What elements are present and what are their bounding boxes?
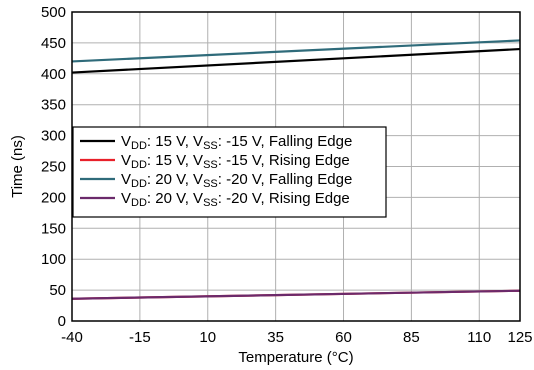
y-tick-label: 150 xyxy=(41,220,66,237)
legend-label: VDD: 15 V, VSS: -15 V, Falling Edge xyxy=(121,133,352,152)
legend: VDD: 15 V, VSS: -15 V, Falling EdgeVDD: … xyxy=(72,126,387,218)
x-tick-label: 125 xyxy=(507,329,532,346)
y-tick-label: 300 xyxy=(41,128,66,145)
y-tick-label: 450 xyxy=(41,35,66,52)
legend-box xyxy=(72,126,387,218)
legend-label: VDD: 20 V, VSS: -20 V, Rising Edge xyxy=(121,190,350,209)
x-tick-label: 10 xyxy=(199,329,216,346)
y-tick-label: 350 xyxy=(41,97,66,114)
y-tick-label: 250 xyxy=(41,159,66,176)
series-line-3 xyxy=(71,39,521,63)
x-tick-label: 60 xyxy=(335,329,352,346)
y-tick-label: 400 xyxy=(41,66,66,83)
y-tick-label: 50 xyxy=(49,282,66,299)
series-group xyxy=(71,39,521,300)
legend-label: VDD: 15 V, VSS: -15 V, Rising Edge xyxy=(121,152,350,171)
x-tick-label: 85 xyxy=(403,329,420,346)
y-tick-labels: 0 50 100 150 200 250 300 350 400 450 500 xyxy=(41,4,66,330)
x-axis-label: Temperature (°C) xyxy=(238,349,353,366)
x-tick-label: -15 xyxy=(129,329,151,346)
y-tick-label: 200 xyxy=(41,189,66,206)
y-tick-label: 100 xyxy=(41,251,66,268)
x-tick-label: 35 xyxy=(267,329,284,346)
y-tick-label: 0 xyxy=(58,313,66,330)
x-tick-label: 110 xyxy=(467,329,491,346)
legend-label: VDD: 20 V, VSS: -20 V, Falling Edge xyxy=(121,171,352,190)
x-tick-labels: -40 -15 10 35 60 85 110 125 xyxy=(61,329,532,346)
series-line-4 xyxy=(71,289,521,300)
y-axis-label: Time (ns) xyxy=(9,135,26,198)
x-tick-label: -40 xyxy=(61,329,83,346)
series-line-1 xyxy=(71,47,521,74)
y-tick-label: 500 xyxy=(41,4,66,21)
plot-border xyxy=(71,11,521,322)
